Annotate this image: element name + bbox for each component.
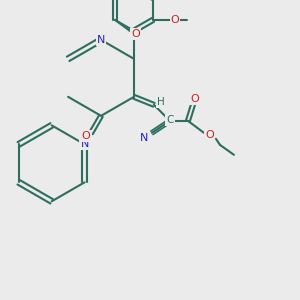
- Text: O: O: [132, 29, 140, 39]
- Text: N: N: [97, 35, 105, 45]
- Text: C: C: [166, 115, 174, 125]
- Text: N: N: [140, 133, 148, 143]
- Text: O: O: [206, 130, 214, 140]
- Text: H: H: [157, 97, 165, 107]
- Text: O: O: [82, 131, 90, 141]
- Text: O: O: [171, 15, 179, 25]
- Text: N: N: [80, 139, 89, 149]
- Text: O: O: [190, 94, 199, 104]
